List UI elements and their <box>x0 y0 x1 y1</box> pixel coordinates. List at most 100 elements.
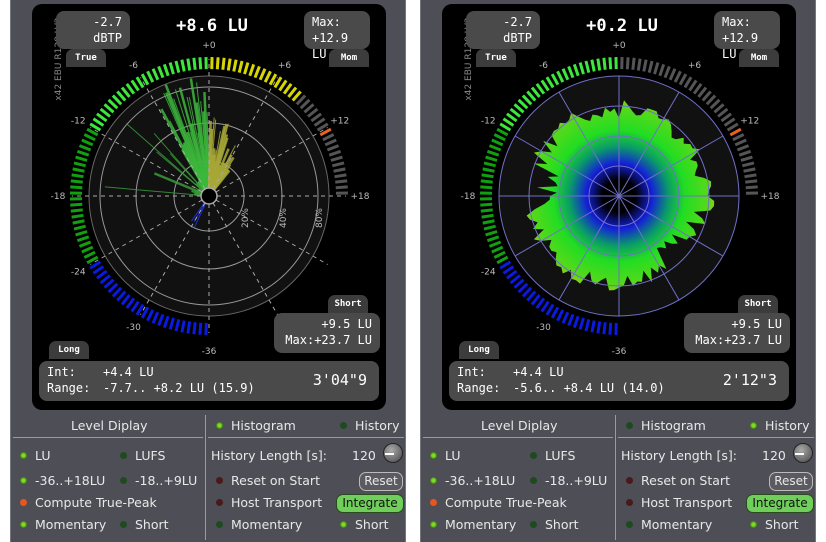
momentary-history-toggle[interactable]: Momentary <box>216 517 302 532</box>
ring-segment <box>186 321 192 334</box>
ring-segment <box>742 161 755 168</box>
histogram-toggle[interactable]: Histogram <box>626 418 706 433</box>
reset-on-start-toggle[interactable]: Reset on Start <box>626 473 730 488</box>
ring-segment <box>499 260 512 270</box>
ring-segment <box>556 309 565 322</box>
led-icon <box>430 499 437 506</box>
integrate-button[interactable]: Integrate <box>336 494 404 513</box>
short-toggle[interactable]: Short <box>120 517 169 532</box>
history-length-value: 120 <box>352 448 376 463</box>
range-18-9-toggle[interactable]: -18..+9LU <box>530 473 607 488</box>
momentary-toggle[interactable]: Momentary <box>20 517 106 532</box>
ring-segment <box>502 117 515 127</box>
label: -18..+9LU <box>135 473 198 488</box>
history-length-label: History Length [s]: <box>621 448 738 463</box>
ring-segment <box>75 230 88 237</box>
host-transport-toggle[interactable]: Host Transport <box>216 495 322 510</box>
grid-spoke <box>208 77 278 197</box>
ring-segment <box>550 73 560 86</box>
history-toggle[interactable]: History <box>750 418 809 433</box>
lu-toggle[interactable]: LU <box>430 448 461 463</box>
ring-segment <box>545 303 555 316</box>
host-transport-toggle[interactable]: Host Transport <box>626 495 732 510</box>
led-icon <box>626 422 633 429</box>
short-toggle[interactable]: Short <box>530 517 579 532</box>
ring-segment <box>151 311 160 324</box>
led-icon <box>750 422 757 429</box>
divider <box>13 437 203 438</box>
ring-segment <box>135 76 145 89</box>
ring-segment <box>168 317 175 330</box>
true-peak-box: -2.7 dBTP <box>56 11 130 49</box>
ring-segment <box>198 322 203 335</box>
histogram-toggle[interactable]: Histogram <box>216 418 296 433</box>
ring-segment <box>567 313 575 327</box>
scale-label: -18 <box>51 192 66 202</box>
true-peak-unit: dBTP <box>93 31 122 45</box>
lu-toggle[interactable]: LU <box>20 448 51 463</box>
integrate-button[interactable]: Integrate <box>746 494 814 513</box>
label: Host Transport <box>641 495 733 510</box>
reset-on-start-toggle[interactable]: Reset on Start <box>216 473 320 488</box>
ring-segment <box>486 235 500 243</box>
ring-segment <box>697 86 708 98</box>
long-term-box: Int: +4.4 LU Range: -5.6.. +8.4 LU (14.0) … <box>449 361 789 401</box>
scale-label: +6 <box>688 61 702 71</box>
momentary-history-toggle[interactable]: Momentary <box>626 517 712 532</box>
led-icon <box>216 521 223 528</box>
true-peak-toggle[interactable]: Compute True-Peak <box>20 495 157 510</box>
ring-segment <box>596 321 602 334</box>
ring-segment <box>688 79 698 92</box>
range-36-18-toggle[interactable]: -36..+18LU <box>20 473 105 488</box>
short-history-toggle[interactable]: Short <box>750 517 799 532</box>
ring-segment <box>482 167 495 173</box>
scale-label: -6 <box>129 61 138 71</box>
history-toggle[interactable]: History <box>340 418 399 433</box>
ring-segment <box>168 62 175 75</box>
ring-segment <box>107 98 119 110</box>
lufs-toggle[interactable]: LUFS <box>120 448 165 463</box>
max-value: +12.9 LU <box>722 31 759 61</box>
percent-label: 20% <box>241 208 251 228</box>
scale-label: +12 <box>330 117 349 127</box>
history-length-knob[interactable] <box>793 443 813 463</box>
led-icon <box>340 422 347 429</box>
max-momentary-box: Max: +12.9 LU <box>304 11 370 61</box>
true-peak-toggle[interactable]: Compute True-Peak <box>430 495 567 510</box>
ring-segment <box>578 62 585 75</box>
ring-segment <box>590 320 596 333</box>
momentary-toggle[interactable]: Momentary <box>430 517 516 532</box>
ring-segment <box>192 322 197 335</box>
reset-button[interactable]: Reset <box>769 472 813 491</box>
ring-segment <box>71 173 84 179</box>
histogram-bar <box>104 186 210 197</box>
grid-spoke <box>90 195 210 265</box>
range-36-18-toggle[interactable]: -36..+18LU <box>430 473 515 488</box>
led-icon <box>340 521 347 528</box>
ring-segment <box>146 70 155 83</box>
ring-segment <box>526 90 537 102</box>
ring-segment <box>268 73 278 86</box>
ring-segment <box>572 315 580 329</box>
long-term-box: Int: +4.4 LU Range: -7.7.. +8.2 LU (15.9) … <box>39 361 379 401</box>
scale-label: -24 <box>71 268 86 278</box>
label: LU <box>35 448 51 463</box>
ring-segment <box>299 98 311 110</box>
short-history-toggle[interactable]: Short <box>340 517 389 532</box>
meter-panel-histogram: 20% 40% 80% +0 -6 +6 -12 +12 -18 +18 -24 -30 -36 x42… <box>10 0 406 542</box>
ring-segment <box>73 161 86 168</box>
ring-segment <box>483 161 496 168</box>
history-length-knob[interactable] <box>383 443 403 463</box>
ring-segment <box>313 117 326 127</box>
ring-segment <box>70 185 83 190</box>
ring-segment <box>92 117 105 127</box>
reset-button[interactable]: Reset <box>359 472 403 491</box>
ring-segment <box>89 122 102 132</box>
led-icon <box>430 521 437 528</box>
scale-label: -36 <box>612 347 627 357</box>
ring-segment <box>584 319 591 332</box>
range-18-9-toggle[interactable]: -18..+9LU <box>120 473 197 488</box>
ring-segment <box>540 300 550 313</box>
lufs-toggle[interactable]: LUFS <box>530 448 575 463</box>
ring-segment <box>335 179 348 184</box>
